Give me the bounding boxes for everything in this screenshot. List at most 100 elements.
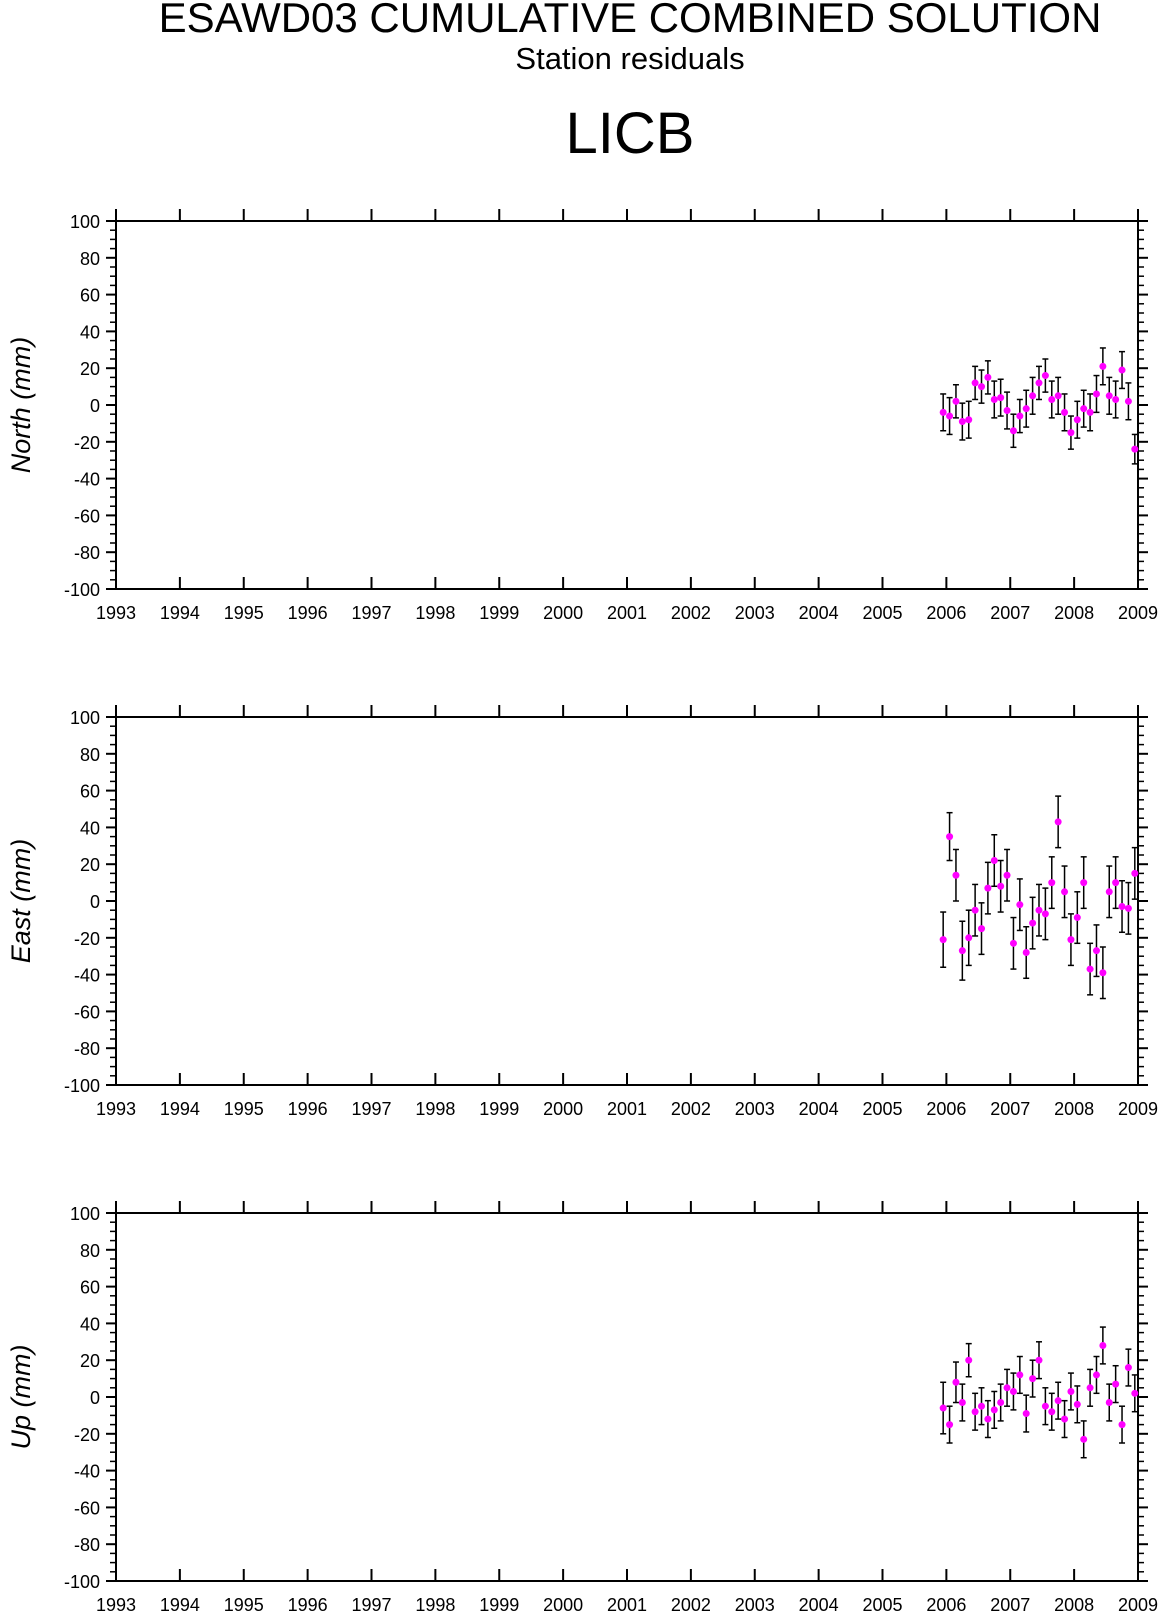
data-point [939,408,947,416]
x-tick-label: 1998 [415,1595,455,1615]
x-tick-label: 1998 [415,1099,455,1119]
x-tick-label: 2007 [990,1595,1030,1615]
y-tick-label: -20 [74,433,100,453]
y-tick-label: 60 [80,1278,100,1298]
x-tick-label: 1995 [224,603,264,623]
chart-panel-3: 1993 1994 1995 1996 1997 1998 1999 2000 2001 2002… [6,1201,1158,1615]
plot-frame [115,1212,1139,1582]
x-tick-label: 2007 [990,603,1030,623]
x-tick-label: 2008 [1054,1099,1094,1119]
data-point [952,871,960,879]
data-point [1073,1400,1081,1408]
data-point [946,833,954,841]
data-point [1003,407,1011,415]
data-point [1029,392,1037,400]
data-point [1086,1384,1094,1392]
chart-panel-2: 1993 1994 1995 1996 1997 1998 1999 2000 2001 2002… [6,705,1158,1119]
chart-main-title: ESAWD03 CUMULATIVE COMBINED SOLUTION [158,0,1102,41]
data-point [971,1408,979,1416]
y-tick-label: 0 [90,1388,100,1408]
data-point [1092,1371,1100,1379]
data-point [1131,1389,1139,1397]
y-tick-label: -20 [74,929,100,949]
data-point [1124,1364,1132,1372]
data-point [939,1404,947,1412]
data-point [1099,1341,1107,1349]
y-tick-label: 80 [80,249,100,269]
data-point [946,412,954,420]
y-tick-label: 40 [80,818,100,838]
data-point [1048,395,1056,403]
y-tick-label: 20 [80,359,100,379]
y-tick-label: 100 [70,708,100,728]
x-tick-label: 2004 [799,1595,839,1615]
data-point [1092,390,1100,398]
x-tick-label: 2001 [607,1099,647,1119]
data-point [1099,969,1107,977]
data-point [1041,1402,1049,1410]
data-point [1022,1410,1030,1418]
x-tick-label: 2006 [926,1099,966,1119]
data-point [1099,362,1107,370]
data-point [1092,947,1100,955]
data-point [1112,1380,1120,1388]
y-axis-label: East (mm) [6,839,36,964]
y-tick-label: 100 [70,212,100,232]
x-tick-label: 1993 [96,1099,136,1119]
y-tick-label: -100 [64,580,100,600]
data-point [952,1378,960,1386]
y-tick-label: -100 [64,1076,100,1096]
data-point [978,1402,986,1410]
data-point [1016,901,1024,909]
x-tick-label: 1996 [288,603,328,623]
x-tick-label: 2009 [1118,1099,1158,1119]
y-tick-label: -80 [74,543,100,563]
y-tick-label: 40 [80,1314,100,1334]
x-tick-label: 2009 [1118,603,1158,623]
x-tick-label: 2008 [1054,1595,1094,1615]
x-tick-label: 1994 [160,603,200,623]
data-point [965,416,973,424]
data-point [1131,869,1139,877]
data-point [946,1421,954,1429]
station-name: LICB [565,101,695,166]
x-tick-label: 2004 [799,603,839,623]
x-tick-label: 2005 [862,1099,902,1119]
x-tick-label: 2008 [1054,603,1094,623]
y-tick-label: 60 [80,286,100,306]
y-tick-label: -60 [74,1002,100,1022]
data-point [990,857,998,865]
data-point [1022,949,1030,957]
data-point [1029,919,1037,927]
data-point [958,1399,966,1407]
y-tick-label: 80 [80,745,100,765]
data-point [1131,445,1139,453]
x-tick-label: 1995 [224,1099,264,1119]
data-point [1054,392,1062,400]
data-point [1112,879,1120,887]
x-tick-label: 1994 [160,1099,200,1119]
data-point [1003,871,1011,879]
x-tick-label: 2005 [862,603,902,623]
y-tick-label: 0 [90,892,100,912]
y-tick-label: 60 [80,782,100,802]
data-point [1054,1397,1062,1405]
x-tick-label: 2006 [926,1595,966,1615]
x-tick-label: 2001 [607,603,647,623]
x-tick-label: 1999 [479,1099,519,1119]
plot-frame [115,716,1139,1086]
data-point [1067,429,1075,437]
data-point [1067,1387,1075,1395]
x-tick-label: 1994 [160,1595,200,1615]
y-tick-label: 20 [80,855,100,875]
y-tick-label: 80 [80,1241,100,1261]
x-tick-label: 2000 [543,1595,583,1615]
data-point [1016,412,1024,420]
x-tick-label: 1993 [96,603,136,623]
y-axis-label: Up (mm) [6,1345,36,1450]
data-point [1086,408,1094,416]
x-tick-label: 2003 [735,603,775,623]
y-tick-label: -40 [74,966,100,986]
data-point [984,1415,992,1423]
chart-subtitle: Station residuals [515,41,745,76]
